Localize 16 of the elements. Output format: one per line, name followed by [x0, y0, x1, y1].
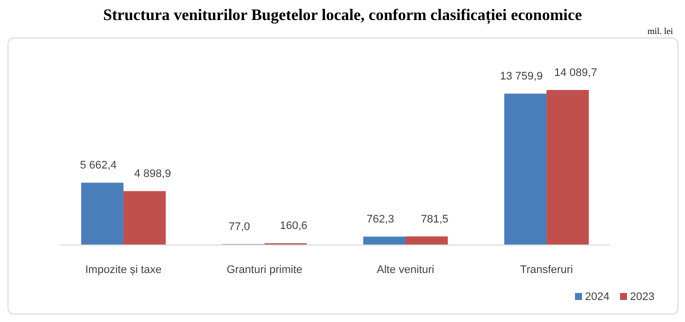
- x-tick-label: Granturi primite: [226, 264, 302, 276]
- legend-label: 2023: [630, 291, 654, 303]
- data-label: 14 089,7: [554, 67, 598, 79]
- data-label: 781,5: [420, 213, 448, 226]
- data-label: 762,3: [366, 214, 394, 226]
- x-tick-label: Transferuri: [520, 264, 573, 276]
- chart-title: Structura veniturilor Bugetelor locale, conform clasificației economice: [103, 7, 582, 25]
- x-tick-label: Impozite și taxe: [85, 264, 162, 276]
- text: mil. lei: [648, 26, 674, 36]
- legend-label: 2024: [585, 291, 610, 303]
- data-label: 5 662,4: [80, 160, 117, 172]
- data-label: 160,6: [280, 220, 308, 232]
- data-label: 77,0: [228, 221, 250, 234]
- x-tick-label: Alte venituri: [376, 264, 434, 276]
- data-label: 4 898,9: [134, 168, 171, 180]
- data-label: 13 759,9: [500, 70, 543, 83]
